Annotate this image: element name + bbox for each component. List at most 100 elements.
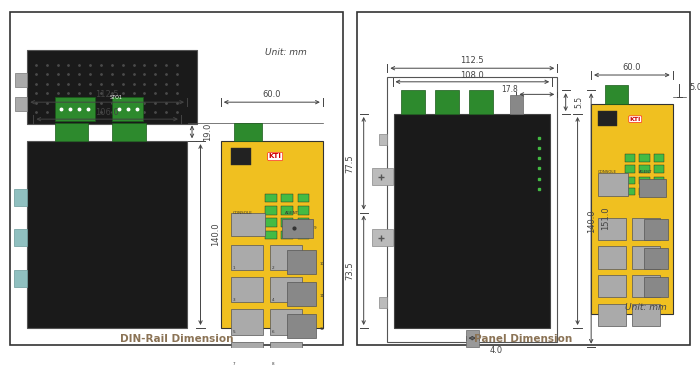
Bar bbox=[298, 231, 309, 239]
Bar bbox=[231, 148, 251, 165]
Bar bbox=[598, 275, 626, 297]
Text: 5.0: 5.0 bbox=[690, 83, 700, 92]
Bar bbox=[625, 188, 636, 195]
Bar bbox=[625, 177, 636, 184]
Bar bbox=[281, 218, 293, 227]
Bar bbox=[598, 304, 626, 326]
Text: 3: 3 bbox=[233, 298, 235, 302]
Text: 5: 5 bbox=[233, 330, 235, 334]
Bar bbox=[654, 154, 664, 161]
Text: 17.8: 17.8 bbox=[501, 85, 518, 94]
Bar bbox=[625, 154, 636, 161]
Text: AGENT: AGENT bbox=[638, 170, 652, 174]
Bar bbox=[605, 85, 629, 104]
Bar bbox=[265, 206, 277, 215]
Bar bbox=[287, 314, 316, 338]
Text: 9: 9 bbox=[314, 226, 317, 230]
Text: 8: 8 bbox=[272, 362, 274, 366]
Bar bbox=[638, 179, 666, 197]
Bar bbox=[287, 282, 316, 306]
Bar bbox=[639, 154, 650, 161]
Bar bbox=[265, 231, 277, 239]
Text: 4: 4 bbox=[272, 298, 274, 302]
Text: Panel Dimension: Panel Dimension bbox=[474, 334, 573, 344]
Bar bbox=[632, 218, 660, 240]
Text: 73.5: 73.5 bbox=[346, 261, 355, 279]
Bar bbox=[394, 114, 550, 328]
Bar bbox=[654, 177, 664, 184]
Bar bbox=[15, 97, 27, 110]
Bar bbox=[591, 104, 673, 314]
Bar bbox=[388, 77, 557, 341]
Bar bbox=[644, 248, 668, 269]
Text: 4.0: 4.0 bbox=[489, 346, 503, 355]
Bar bbox=[298, 218, 309, 227]
Bar bbox=[231, 245, 263, 270]
Bar bbox=[639, 177, 650, 184]
Bar bbox=[644, 219, 668, 240]
Bar bbox=[372, 230, 393, 247]
Text: 140.0: 140.0 bbox=[211, 223, 220, 246]
Text: 6: 6 bbox=[272, 330, 274, 334]
Bar bbox=[654, 188, 664, 195]
Text: KTI: KTI bbox=[269, 154, 281, 160]
Bar bbox=[231, 341, 263, 367]
Bar bbox=[281, 206, 293, 215]
Text: 108.0: 108.0 bbox=[461, 71, 484, 80]
Bar bbox=[112, 97, 143, 121]
Bar bbox=[55, 97, 95, 121]
Text: CONSOLE: CONSOLE bbox=[233, 211, 253, 215]
Bar bbox=[14, 189, 27, 206]
Text: 5.5: 5.5 bbox=[575, 96, 584, 108]
Bar bbox=[379, 297, 388, 308]
Text: 10: 10 bbox=[319, 262, 325, 266]
Bar bbox=[510, 95, 524, 114]
Bar bbox=[639, 188, 650, 195]
Bar bbox=[270, 277, 302, 302]
Bar bbox=[265, 218, 277, 227]
Text: 112.5: 112.5 bbox=[461, 56, 484, 65]
Bar bbox=[298, 194, 309, 202]
Bar bbox=[270, 309, 302, 335]
Bar bbox=[298, 206, 309, 215]
Bar bbox=[231, 309, 263, 335]
Bar bbox=[632, 275, 660, 297]
Bar bbox=[632, 247, 660, 269]
Text: KTI: KTI bbox=[629, 117, 641, 122]
Text: STO1: STO1 bbox=[109, 95, 122, 100]
Text: Unit: mm: Unit: mm bbox=[624, 303, 666, 312]
Text: 140.0: 140.0 bbox=[587, 209, 596, 233]
Bar bbox=[598, 247, 626, 269]
Bar bbox=[644, 277, 668, 297]
Bar bbox=[282, 219, 312, 238]
Text: 2: 2 bbox=[272, 266, 274, 270]
Bar bbox=[112, 122, 146, 141]
Bar bbox=[270, 341, 302, 367]
Bar bbox=[281, 194, 293, 202]
Bar bbox=[625, 165, 636, 173]
Bar bbox=[287, 250, 316, 274]
Bar bbox=[469, 90, 493, 114]
Bar bbox=[598, 110, 617, 126]
Bar bbox=[15, 73, 27, 87]
Bar bbox=[379, 134, 388, 145]
Text: CONSOLE: CONSOLE bbox=[598, 170, 617, 174]
Text: 60.0: 60.0 bbox=[622, 63, 641, 72]
Text: 12: 12 bbox=[319, 327, 325, 331]
Bar bbox=[372, 169, 393, 185]
Bar bbox=[14, 230, 27, 247]
Bar bbox=[14, 270, 27, 287]
Bar bbox=[598, 218, 626, 240]
Text: 77.5: 77.5 bbox=[346, 154, 355, 173]
Text: 106.0: 106.0 bbox=[95, 108, 119, 117]
Text: 60.0: 60.0 bbox=[262, 90, 281, 99]
Text: DIN-Rail Dimension: DIN-Rail Dimension bbox=[120, 334, 234, 344]
Bar bbox=[27, 49, 197, 124]
Bar bbox=[632, 304, 660, 326]
Text: 19.0: 19.0 bbox=[203, 123, 212, 141]
Bar bbox=[221, 141, 323, 328]
Text: 151.0: 151.0 bbox=[601, 206, 610, 230]
Bar bbox=[435, 90, 458, 114]
Text: 1: 1 bbox=[233, 266, 235, 270]
Bar bbox=[598, 173, 629, 196]
